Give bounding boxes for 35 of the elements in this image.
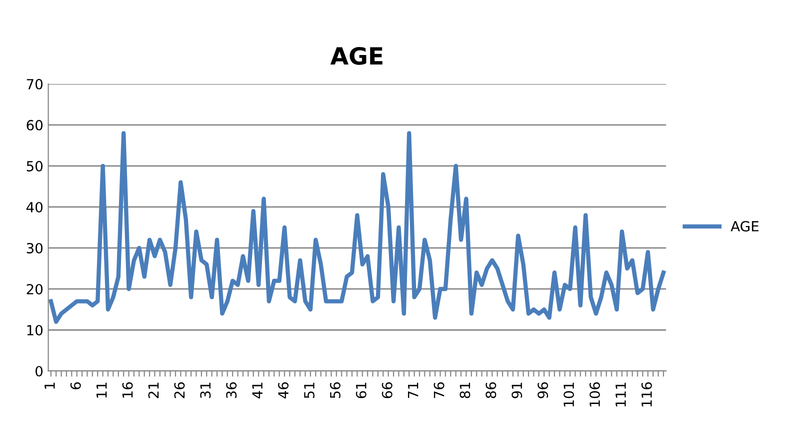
line-series — [48, 131, 666, 324]
x-tick-label: 106 — [590, 382, 600, 406]
x-tick-label: 76 — [434, 382, 444, 398]
y-tick-label: 40 — [26, 202, 43, 212]
x-tick-label: 26 — [174, 382, 185, 398]
y-tick-label: 60 — [26, 120, 43, 130]
x-tick-label: 61 — [356, 382, 366, 398]
chart-title: AGE — [330, 46, 382, 65]
x-tick-label: 21 — [148, 382, 159, 398]
x-tick-label: 36 — [226, 382, 237, 398]
legend-label: AGE — [730, 221, 758, 232]
y-tick-label: 0 — [36, 366, 43, 376]
y-tick-label: 50 — [26, 160, 43, 172]
x-tick-label: 11 — [96, 382, 107, 398]
x-tick-label: 51 — [304, 382, 314, 398]
y-tick-label: 70 — [26, 78, 43, 90]
x-tick-label: 71 — [408, 382, 418, 398]
x-tick-label: 111 — [616, 382, 626, 406]
x-tick-label: 96 — [538, 382, 548, 398]
x-tick-label: 116 — [641, 382, 652, 406]
x-tick-label: 66 — [382, 382, 392, 398]
x-tick-label: 6 — [70, 382, 81, 390]
y-tick-label: 20 — [26, 284, 43, 294]
x-tick-label: 91 — [512, 382, 522, 398]
y-tick-label: 10 — [27, 324, 43, 336]
x-tick-label: 31 — [200, 382, 211, 398]
x-tick-label: 1 — [44, 382, 55, 389]
x-tick-label: 16 — [122, 382, 133, 398]
x-tick-label: 56 — [330, 382, 340, 398]
x-tick-label: 86 — [486, 382, 496, 398]
x-tick-label: 81 — [460, 382, 470, 398]
x-tick-label: 41 — [252, 382, 262, 398]
x-tick-label: 101 — [564, 382, 574, 406]
x-tick-label: 46 — [278, 382, 289, 398]
y-tick-label: 30 — [26, 242, 43, 254]
